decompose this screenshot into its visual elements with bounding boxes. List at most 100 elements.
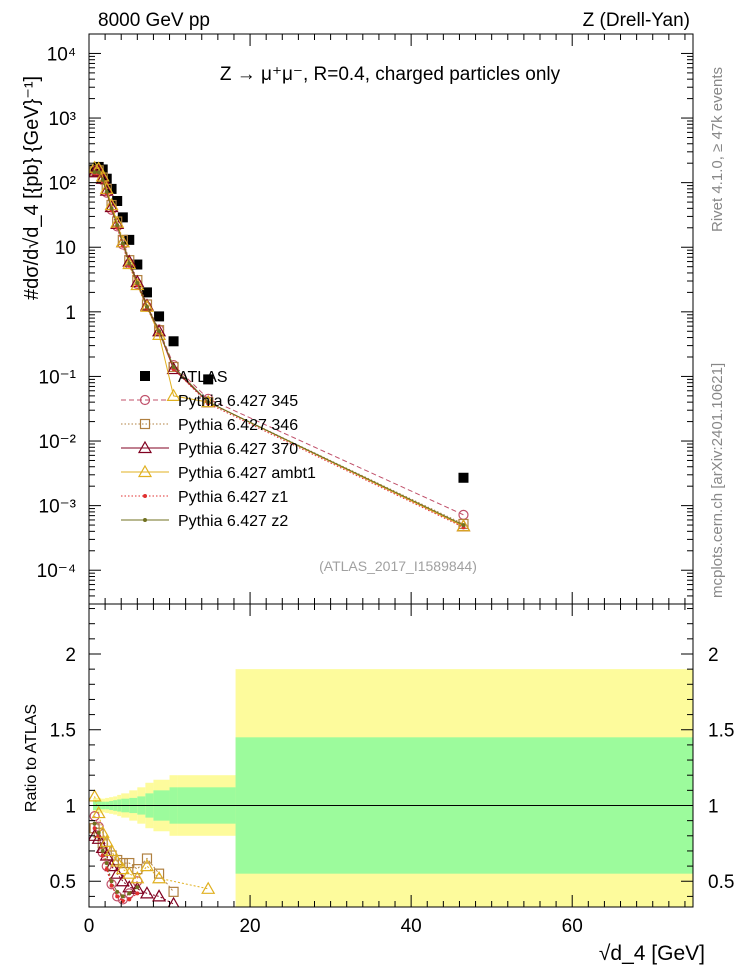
- main-point-pythia-6-427-z2: [100, 177, 105, 182]
- ratio-point-pythia-6-427-370: [139, 886, 155, 899]
- ratio-point-pythia-6-427-z1: [127, 897, 132, 902]
- ratio-point-pythia-6-427-z2: [104, 861, 109, 866]
- main-y-tick-label: 10⁻⁴: [37, 561, 76, 582]
- legend-label-pythia-6-427-370: Pythia 6.427 370: [178, 441, 298, 458]
- ratio-point-pythia-6-427-ambt1: [122, 866, 137, 879]
- ratio-point-pythia-6-427-z1: [104, 867, 109, 872]
- ratio-point-pythia-6-427-ambt1: [152, 871, 167, 884]
- main-point-atlas: [154, 311, 165, 322]
- main-point-pythia-6-427-z2: [120, 241, 125, 246]
- process-label: Z (Drell-Yan): [583, 10, 690, 31]
- ratio-point-pythia-6-427-z1: [96, 833, 101, 838]
- ratio-y-tick-label-left: 0.5: [50, 872, 76, 893]
- energy-label: 8000 GeV pp: [98, 10, 210, 31]
- ratio-point-pythia-6-427-z2: [127, 891, 132, 896]
- ratio-point-pythia-6-427-ambt1: [115, 861, 130, 875]
- legend-label-pythia-6-427-346: Pythia 6.427 346: [178, 417, 298, 434]
- ratio-point-pythia-6-427-ambt1: [139, 858, 155, 872]
- legend-marker-pythia-6-427-346: [139, 418, 151, 430]
- main-point-pythia-6-427-ambt1: [139, 299, 155, 312]
- legend-marker-pythia-6-427-z1: [143, 494, 147, 498]
- legend-label-atlas: ATLAS: [178, 369, 228, 386]
- mcplots-source-label: mcplots.cern.ch [arXiv:2401.10621]: [709, 363, 726, 598]
- ratio-point-pythia-6-427-370: [115, 874, 130, 887]
- x-tick-label: 0: [84, 916, 95, 937]
- main-point-atlas: [117, 212, 128, 223]
- legend-marker-pythia-6-427-370: [137, 440, 153, 454]
- main-point-pythia-6-427-z2: [96, 170, 101, 175]
- legend-label-pythia-6-427-z1: Pythia 6.427 z1: [178, 489, 288, 506]
- main-point-pythia-6-427-z2: [461, 523, 466, 528]
- main-point-pythia-6-427-ambt1: [166, 388, 181, 401]
- legend-label-pythia-6-427-345: Pythia 6.427 345: [178, 393, 298, 410]
- main-y-tick-label: 10⁻¹: [39, 367, 77, 388]
- ratio-y-tick-label-right: 0.5: [708, 872, 734, 893]
- main-y-tick-label: 10⁴: [47, 44, 76, 65]
- main-point-atlas: [203, 374, 214, 385]
- main-point-pythia-6-427-ambt1: [201, 394, 216, 408]
- ratio-point-pythia-6-427-346: [117, 857, 128, 869]
- main-point-pythia-6-427-370: [166, 361, 181, 375]
- ratio-point-pythia-6-427-370: [104, 858, 119, 872]
- x-axis-title: √d_4 [GeV]: [599, 942, 705, 965]
- main-point-pythia-6-427-z2: [144, 304, 149, 309]
- ratio-y-tick-label-left: 1: [65, 796, 76, 817]
- y-axis-title-main: #dσ/d√d_4 [{pb} {GeV}⁻¹]: [21, 76, 43, 300]
- main-point-pythia-6-427-z2: [109, 206, 114, 211]
- ratio-point-pythia-6-427-z2: [120, 894, 125, 899]
- legend-label-pythia-6-427-z2: Pythia 6.427 z2: [178, 513, 288, 530]
- main-point-atlas: [124, 234, 135, 245]
- main-point-pythia-6-427-z2: [115, 223, 120, 228]
- ratio-point-pythia-6-427-370: [110, 866, 125, 879]
- ratio-point-pythia-6-427-z2: [109, 879, 114, 884]
- main-point-atlas: [112, 195, 123, 206]
- main-line-pythia-6-427-345: [94, 169, 464, 516]
- x-tick-label: 40: [401, 916, 422, 937]
- main-point-pythia-6-427-z2: [157, 329, 162, 334]
- main-y-tick-label: 10³: [49, 109, 76, 130]
- main-point-pythia-6-427-z2: [92, 170, 97, 175]
- ratio-y-tick-label-left: 1.5: [50, 721, 76, 742]
- ratio-point-pythia-6-427-ambt1: [130, 871, 145, 884]
- ratio-line-pythia-6-427-346: [94, 827, 174, 893]
- ratio-point-pythia-6-427-z2: [115, 889, 120, 894]
- main-point-pythia-6-427-z2: [171, 364, 176, 369]
- main-y-tick-label: 10⁻³: [39, 497, 77, 518]
- ratio-point-pythia-6-427-z1: [109, 883, 114, 888]
- ratio-point-pythia-6-427-z1: [120, 898, 125, 903]
- ratio-y-tick-label-left: 2: [65, 645, 76, 666]
- main-line-pythia-6-427-z2: [94, 171, 464, 526]
- ratio-line-pythia-6-427-ambt1: [94, 796, 209, 890]
- main-panel: 10⁻⁴ 10⁻³ 10⁻² 10⁻¹ 1 10 10² 10³ 10⁴: [37, 33, 694, 605]
- x-tick-label: 20: [239, 916, 260, 937]
- rivet-version-label: Rivet 4.1.0, ≥ 47k events: [709, 67, 726, 232]
- ratio-point-pythia-6-427-346: [168, 886, 179, 897]
- ratio-point-pythia-6-427-ambt1: [110, 854, 125, 867]
- ratio-point-pythia-6-427-z2: [100, 848, 105, 853]
- main-point-pythia-6-427-345: [458, 509, 469, 520]
- main-point-atlas: [168, 336, 179, 347]
- ratio-point-pythia-6-427-z2: [96, 830, 101, 835]
- legend-label-pythia-6-427-ambt1: Pythia 6.427 ambt1: [178, 465, 316, 482]
- main-y-tick-label: 10²: [49, 174, 76, 195]
- ratio-point-pythia-6-427-346: [141, 853, 153, 864]
- ratio-point-pythia-6-427-370: [152, 889, 167, 902]
- ratio-point-pythia-6-427-ambt1: [89, 789, 102, 802]
- ratio-point-pythia-6-427-ambt1: [91, 805, 106, 819]
- main-point-atlas: [458, 472, 469, 483]
- plot-title: Z → μ⁺μ⁻, R=0.4, charged particles only: [220, 64, 561, 85]
- analysis-id: (ATLAS_2017_I1589844): [319, 558, 477, 574]
- ratio-point-pythia-6-427-370: [91, 831, 106, 844]
- legend-marker-pythia-6-427-z2: [143, 518, 147, 522]
- x-tick-label: 60: [562, 916, 583, 937]
- main-point-pythia-6-427-ambt1: [122, 256, 137, 270]
- legend-marker-pythia-6-427-ambt1: [137, 464, 153, 478]
- main-y-tick-label: 10⁻²: [39, 432, 77, 453]
- main-point-pythia-6-427-ambt1: [152, 327, 167, 340]
- main-y-tick-label: 10: [55, 238, 76, 259]
- main-point-atlas: [132, 259, 143, 270]
- ratio-point-pythia-6-427-ambt1: [201, 881, 216, 894]
- ratio-panel: 0.5 0.5 1 1 1.5 1.5 2 2 0 20 40 60: [50, 603, 734, 937]
- ratio-point-pythia-6-427-370: [167, 896, 180, 907]
